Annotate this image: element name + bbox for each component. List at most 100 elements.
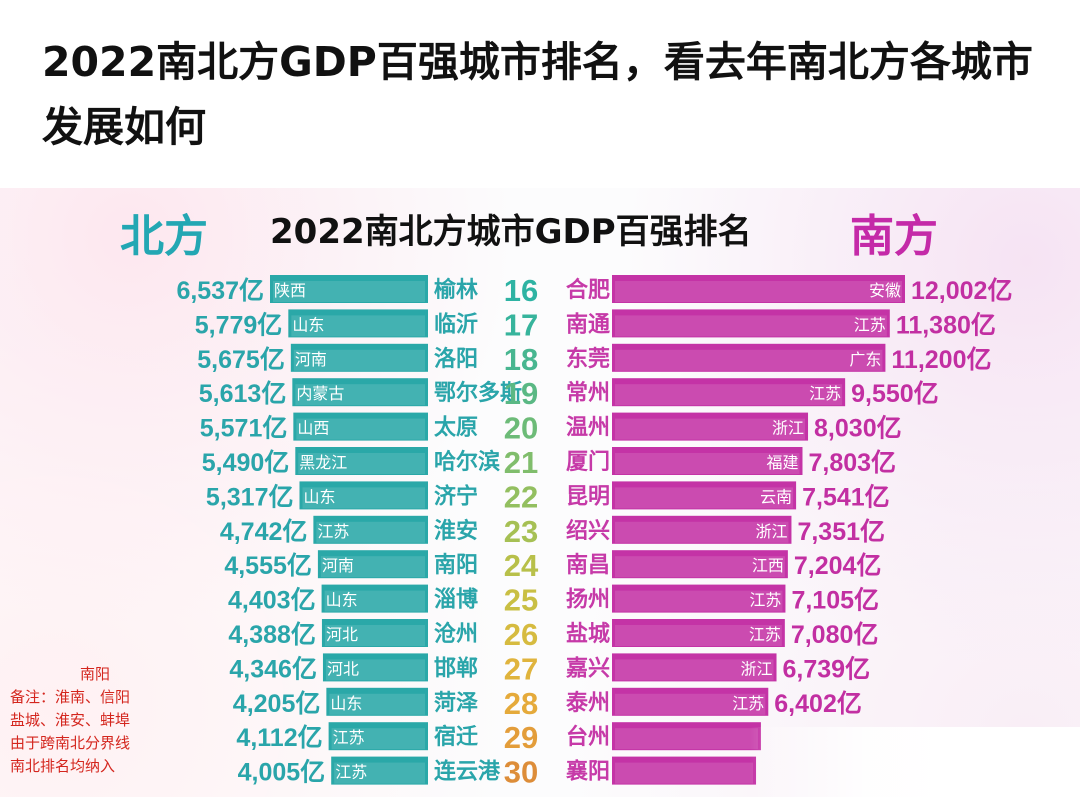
north-city-label: 宿迁 <box>434 724 478 749</box>
south-province-label: 江苏 <box>749 626 781 644</box>
north-bar <box>322 653 428 682</box>
south-province-label: 浙江 <box>772 420 804 438</box>
south-city-label: 常州 <box>566 380 610 405</box>
south-value-label: 7,204亿 <box>794 552 882 580</box>
north-city-label: 太原 <box>434 415 478 440</box>
south-province-label: 江苏 <box>749 592 781 610</box>
rank-label: 26 <box>504 617 538 652</box>
note-line: 由于跨南北分界线 <box>10 734 131 752</box>
north-bar-shine <box>329 693 425 715</box>
south-province-label: 江苏 <box>809 385 841 403</box>
chart-area: 北方 2022南北方城市GDP百强排名 南方 陕西 6,537亿 榆林 16 合肥 安徽 1… <box>0 188 1080 797</box>
south-province-label: 江西 <box>752 557 784 575</box>
north-city-label: 沧州 <box>434 621 478 646</box>
north-bar <box>290 343 428 372</box>
north-bar-shine <box>293 349 425 371</box>
south-bar <box>612 687 769 716</box>
south-bar-shine <box>615 281 902 302</box>
south-bar-shine <box>615 590 783 612</box>
south-bar-shine <box>615 453 800 474</box>
rank-label: 19 <box>504 376 538 411</box>
south-province-label: 浙江 <box>741 660 773 678</box>
south-city-label: 台州 <box>566 724 610 749</box>
rank-label: 28 <box>504 686 538 721</box>
north-city-label: 邯郸 <box>434 655 478 680</box>
south-value-label: 7,803亿 <box>808 449 896 477</box>
south-bar <box>612 481 797 510</box>
north-city-label: 连云港 <box>434 759 501 784</box>
north-city-label: 临沂 <box>434 311 478 336</box>
north-city-label: 淮安 <box>434 518 478 543</box>
north-value-label: 5,571亿 <box>200 415 288 443</box>
headline: 2022南北方GDP百强城市排名，看去年南北方各城市发展如何 <box>42 38 1033 151</box>
north-bar-shine <box>302 487 425 509</box>
north-value-label: 4,005亿 <box>238 759 326 787</box>
north-bar-shine <box>273 281 425 302</box>
south-bar <box>612 722 761 751</box>
south-bar <box>612 275 905 303</box>
north-title: 北方 <box>120 211 208 262</box>
north-value-label: 4,388亿 <box>228 621 316 649</box>
south-bar-shine <box>615 762 754 784</box>
south-province-label: 福建 <box>766 454 798 472</box>
south-city-label: 南昌 <box>566 552 610 577</box>
north-value-label: 5,675亿 <box>197 346 285 374</box>
north-bar-shine <box>295 384 425 406</box>
south-bar-shine <box>615 349 883 371</box>
north-bar <box>293 412 428 441</box>
rank-label: 20 <box>504 411 538 446</box>
south-value-label: 12,002亿 <box>911 277 1012 305</box>
south-city-label: 盐城 <box>566 621 610 646</box>
north-bar <box>295 447 428 475</box>
north-city-label: 哈尔滨 <box>434 449 500 474</box>
south-city-label: 温州 <box>566 415 610 440</box>
north-value-label: 5,613亿 <box>199 380 287 408</box>
south-value-label: 6,739亿 <box>783 655 871 683</box>
north-bar <box>317 550 428 579</box>
north-province-label: 山东 <box>303 488 335 506</box>
south-city-label: 合肥 <box>566 277 610 302</box>
south-bar-shine <box>615 659 774 681</box>
south-bar <box>612 309 890 338</box>
south-bar <box>612 515 792 544</box>
north-city-label: 南阳 <box>434 552 478 577</box>
north-value-label: 4,555亿 <box>224 552 312 580</box>
north-bar <box>321 619 428 647</box>
south-bar-shine <box>615 625 782 646</box>
north-province-label: 山西 <box>297 420 329 438</box>
south-city-label: 昆明 <box>566 483 610 508</box>
south-value-label: 8,030亿 <box>814 415 902 443</box>
south-bar-shine <box>615 418 806 440</box>
south-city-label: 嘉兴 <box>566 655 610 680</box>
north-province-label: 河北 <box>326 626 358 644</box>
note-title: 南阳 <box>79 665 110 683</box>
south-bar-shine <box>615 728 758 750</box>
south-city-label: 泰州 <box>565 690 610 715</box>
north-province-label: 江苏 <box>317 523 349 541</box>
south-bar <box>612 584 786 613</box>
watermark-blur <box>750 727 1080 797</box>
south-city-label: 厦门 <box>566 449 610 474</box>
south-title: 南方 <box>850 211 938 262</box>
north-bar-shine <box>331 728 425 750</box>
south-province-label: 广东 <box>849 351 881 369</box>
south-value-label: 7,080亿 <box>791 621 879 649</box>
north-bar <box>321 584 428 613</box>
north-bar <box>299 481 428 510</box>
note-line: 盐城、淮安、蚌埠 <box>10 711 131 729</box>
north-value-label: 4,346亿 <box>229 655 317 683</box>
south-bar-shine <box>615 556 785 578</box>
south-bar <box>612 619 785 647</box>
north-bar-shine <box>296 418 425 440</box>
south-bar <box>612 756 757 785</box>
north-value-label: 5,490亿 <box>202 449 290 477</box>
north-bar-shine <box>298 453 425 474</box>
north-province-label: 河南 <box>322 557 354 575</box>
south-value-label: 7,105亿 <box>791 587 879 615</box>
south-province-label: 安徽 <box>869 282 901 300</box>
north-value-label: 4,742亿 <box>220 518 308 546</box>
north-province-label: 陕西 <box>274 282 306 300</box>
north-province-label: 黑龙江 <box>299 454 347 472</box>
north-province-label: 山东 <box>326 592 358 610</box>
